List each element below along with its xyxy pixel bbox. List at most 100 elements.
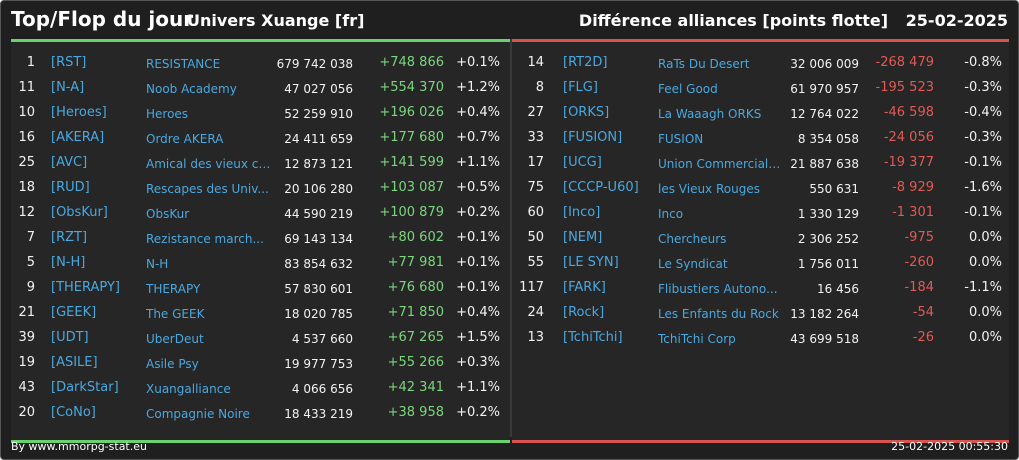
percent-cell: +0.1% [456,255,500,270]
alliance-name-link[interactable]: FUSION [658,132,704,146]
alliance-tag-link[interactable]: [THERAPY] [51,280,120,295]
alliance-tag-link[interactable]: [Heroes] [51,105,107,120]
percent-cell: +1.1% [456,155,500,170]
alliance-tag-link[interactable]: [ObsKur] [51,205,108,220]
alliance-tag-link[interactable]: [RT2D] [563,55,608,70]
alliance-name-link[interactable]: Ordre AKERA [146,132,224,146]
ranking-type-label: Différence alliances [points flotte] [578,11,889,30]
points-cell: 44 590 219 [284,207,353,221]
points-cell: 24 411 659 [284,132,353,146]
alliance-tag-link[interactable]: [N-H] [51,255,86,270]
percent-cell: +1.1% [456,380,500,395]
alliance-name-link[interactable]: Flibustiers Autono... [658,282,778,296]
list-item: 55 [LE SYN] Le Syndicat 1 756 011 -260 0.0% [512,251,1009,276]
alliance-name-link[interactable]: Chercheurs [658,232,727,246]
rank-cell: 55 [527,255,544,270]
list-item: 60 [Inco] Inco 1 330 129 -1 301 -0.1% [512,201,1009,226]
percent-cell: +0.4% [456,305,500,320]
alliance-name-link[interactable]: Les Enfants du Rock [658,307,779,321]
percent-cell: +0.5% [456,180,500,195]
rank-cell: 20 [18,405,35,420]
alliance-tag-link[interactable]: [FLG] [563,80,598,95]
alliance-name-link[interactable]: Xuangalliance [146,382,231,396]
points-cell: 69 143 134 [284,232,353,246]
alliance-tag-link[interactable]: [RST] [51,55,87,70]
points-cell: 43 699 518 [790,332,859,346]
alliance-name-link[interactable]: Feel Good [658,82,718,96]
alliance-tag-link[interactable]: [UCG] [563,155,602,170]
panel-divider [510,39,512,437]
rank-cell: 14 [527,55,544,70]
difference-cell: +103 087 [379,180,444,195]
alliance-name-link[interactable]: les Vieux Rouges [658,182,760,196]
list-item: 8 [FLG] Feel Good 61 970 957 -195 523 -0.3% [512,76,1009,101]
difference-cell: -260 [904,255,934,270]
alliance-tag-link[interactable]: [Rock] [563,305,605,320]
alliance-name-link[interactable]: THERAPY [146,282,201,296]
rank-cell: 18 [18,180,35,195]
list-item: 14 [RT2D] RaTs Du Desert 32 006 009 -268 479… [512,51,1009,76]
alliance-name-link[interactable]: Rescapes des Univ... [146,182,269,196]
percent-cell: +1.2% [456,80,500,95]
alliance-tag-link[interactable]: [NEM] [563,230,603,245]
alliance-name-link[interactable]: Le Syndicat [658,257,728,271]
percent-cell: -0.4% [964,105,1002,120]
alliance-name-link[interactable]: ObsKur [146,207,190,221]
list-item: 24 [Rock] Les Enfants du Rock 13 182 264 -54… [512,301,1009,326]
rank-cell: 39 [18,330,35,345]
rank-cell: 60 [527,205,544,220]
alliance-tag-link[interactable]: [UDT] [51,330,89,345]
difference-cell: +100 879 [379,205,444,220]
alliance-tag-link[interactable]: [Inco] [563,205,601,220]
rank-cell: 10 [18,105,35,120]
alliance-name-link[interactable]: Rezistance march... [146,232,264,246]
alliance-name-link[interactable]: Compagnie Noire [146,407,250,421]
list-item: 18 [RUD] Rescapes des Univ... 20 106 280 +10… [11,176,510,201]
alliance-name-link[interactable]: RESISTANCE [146,57,221,71]
alliance-tag-link[interactable]: [FARK] [563,280,606,295]
alliance-tag-link[interactable]: [FUSION] [563,130,623,145]
alliance-name-link[interactable]: Noob Academy [146,82,237,96]
alliance-tag-link[interactable]: [DarkStar] [51,380,119,395]
alliance-name-link[interactable]: RaTs Du Desert [658,57,750,71]
difference-cell: +55 266 [387,355,444,370]
alliance-tag-link[interactable]: [AVC] [51,155,88,170]
rank-cell: 43 [18,380,35,395]
alliance-name-link[interactable]: The GEEK [146,307,205,321]
alliance-tag-link[interactable]: [TchiTchi] [563,330,623,345]
alliance-tag-link[interactable]: [RUD] [51,180,90,195]
alliance-tag-link[interactable]: [LE SYN] [563,255,619,270]
rank-cell: 117 [519,280,544,295]
alliance-tag-link[interactable]: [AKERA] [51,130,105,145]
percent-cell: -1.6% [964,180,1002,195]
alliance-name-link[interactable]: TchiTchi Corp [658,332,736,346]
alliance-tag-link[interactable]: [CCCP-U60] [563,180,639,195]
list-item: 27 [ORKS] La Waaagh ORKS 12 764 022 -46 598 -… [512,101,1009,126]
points-cell: 47 027 056 [284,82,353,96]
points-cell: 8 354 058 [797,132,859,146]
alliance-name-link[interactable]: Asile Psy [146,357,199,371]
alliance-name-link[interactable]: Union Commerciale... [658,157,783,171]
alliance-name-link[interactable]: Heroes [146,107,189,121]
alliance-name-link[interactable]: Inco [658,207,684,221]
alliance-tag-link[interactable]: [CoNo] [51,405,96,420]
percent-cell: +0.7% [456,130,500,145]
percent-cell: +0.2% [456,405,500,420]
alliance-tag-link[interactable]: [GEEK] [51,305,97,320]
alliance-tag-link[interactable]: [RZT] [51,230,88,245]
alliance-name-link[interactable]: Amical des vieux co... [146,157,271,171]
difference-cell: +38 958 [387,405,444,420]
footer-timestamp: 25-02-2025 00:55:30 [891,440,1008,453]
alliance-name-link[interactable]: UberDeut [146,332,204,346]
alliance-name-link[interactable]: N-H [146,257,169,271]
list-item: 5 [N-H] N-H 83 854 632 +77 981 +0.1% [11,251,510,276]
list-item: 50 [NEM] Chercheurs 2 306 252 -975 0.0% [512,226,1009,251]
list-item: 7 [RZT] Rezistance march... 69 143 134 +80 6… [11,226,510,251]
alliance-name-link[interactable]: La Waaagh ORKS [658,107,762,121]
alliance-tag-link[interactable]: [ASILE] [51,355,98,370]
alliance-tag-link[interactable]: [ORKS] [563,105,610,120]
percent-cell: +0.1% [456,55,500,70]
difference-cell: +71 850 [387,305,444,320]
rank-cell: 7 [26,230,35,245]
alliance-tag-link[interactable]: [N-A] [51,80,85,95]
